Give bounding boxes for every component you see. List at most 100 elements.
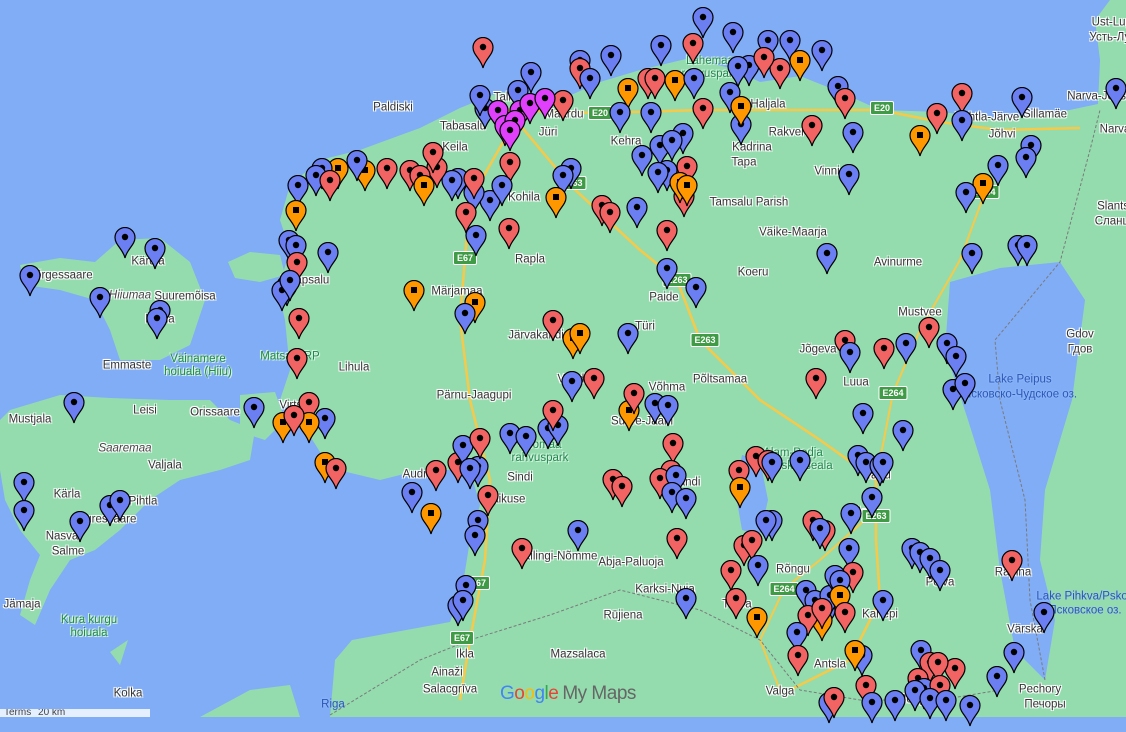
blue-map-marker-icon[interactable] xyxy=(892,419,914,452)
red-map-marker-icon[interactable] xyxy=(511,537,533,570)
orange-map-marker-icon[interactable] xyxy=(403,279,425,312)
blue-map-marker-icon[interactable] xyxy=(852,402,874,435)
red-map-marker-icon[interactable] xyxy=(623,382,645,415)
blue-map-marker-icon[interactable] xyxy=(840,502,862,535)
blue-map-marker-icon[interactable] xyxy=(479,189,501,222)
red-map-marker-icon[interactable] xyxy=(463,167,485,200)
blue-map-marker-icon[interactable] xyxy=(657,394,679,427)
orange-map-marker-icon[interactable] xyxy=(545,186,567,219)
red-map-marker-icon[interactable] xyxy=(288,307,310,340)
blue-map-marker-icon[interactable] xyxy=(955,181,977,214)
blue-map-marker-icon[interactable] xyxy=(243,396,265,429)
blue-map-marker-icon[interactable] xyxy=(1016,234,1038,267)
red-map-marker-icon[interactable] xyxy=(472,36,494,69)
orange-map-marker-icon[interactable] xyxy=(730,95,752,128)
red-map-marker-icon[interactable] xyxy=(834,601,856,634)
blue-map-marker-icon[interactable] xyxy=(146,307,168,340)
red-map-marker-icon[interactable] xyxy=(477,484,499,517)
blue-map-marker-icon[interactable] xyxy=(89,286,111,319)
red-map-marker-icon[interactable] xyxy=(286,347,308,380)
blue-map-marker-icon[interactable] xyxy=(661,129,683,162)
red-map-marker-icon[interactable] xyxy=(552,89,574,122)
red-map-marker-icon[interactable] xyxy=(499,151,521,184)
orange-map-marker-icon[interactable] xyxy=(789,49,811,82)
blue-map-marker-icon[interactable] xyxy=(951,109,973,142)
blue-map-marker-icon[interactable] xyxy=(491,174,513,207)
orange-map-marker-icon[interactable] xyxy=(298,411,320,444)
red-map-marker-icon[interactable] xyxy=(725,587,747,620)
blue-map-marker-icon[interactable] xyxy=(789,449,811,482)
blue-map-marker-icon[interactable] xyxy=(761,451,783,484)
blue-map-marker-icon[interactable] xyxy=(884,689,906,722)
orange-map-marker-icon[interactable] xyxy=(569,322,591,355)
red-map-marker-icon[interactable] xyxy=(769,57,791,90)
blue-map-marker-icon[interactable] xyxy=(19,264,41,297)
red-map-marker-icon[interactable] xyxy=(918,316,940,349)
blue-map-marker-icon[interactable] xyxy=(650,34,672,67)
blue-map-marker-icon[interactable] xyxy=(987,154,1009,187)
red-map-marker-icon[interactable] xyxy=(425,459,447,492)
blue-map-marker-icon[interactable] xyxy=(454,302,476,335)
blue-map-marker-icon[interactable] xyxy=(954,372,976,405)
blue-map-marker-icon[interactable] xyxy=(520,61,542,94)
orange-map-marker-icon[interactable] xyxy=(285,199,307,232)
blue-map-marker-icon[interactable] xyxy=(747,554,769,587)
red-map-marker-icon[interactable] xyxy=(469,427,491,460)
red-map-marker-icon[interactable] xyxy=(805,367,827,400)
red-map-marker-icon[interactable] xyxy=(325,457,347,490)
orange-map-marker-icon[interactable] xyxy=(676,174,698,207)
red-map-marker-icon[interactable] xyxy=(682,32,704,65)
blue-map-marker-icon[interactable] xyxy=(692,6,714,39)
blue-map-marker-icon[interactable] xyxy=(786,621,808,654)
blue-map-marker-icon[interactable] xyxy=(1033,601,1055,634)
blue-map-marker-icon[interactable] xyxy=(945,345,967,378)
blue-map-marker-icon[interactable] xyxy=(515,425,537,458)
blue-map-marker-icon[interactable] xyxy=(919,687,941,720)
red-map-marker-icon[interactable] xyxy=(741,529,763,562)
red-map-marker-icon[interactable] xyxy=(656,219,678,252)
blue-map-marker-icon[interactable] xyxy=(567,519,589,552)
blue-map-marker-icon[interactable] xyxy=(809,517,831,550)
orange-map-marker-icon[interactable] xyxy=(844,639,866,672)
red-map-marker-icon[interactable] xyxy=(692,97,714,130)
blue-map-marker-icon[interactable] xyxy=(872,589,894,622)
blue-map-marker-icon[interactable] xyxy=(317,241,339,274)
blue-map-marker-icon[interactable] xyxy=(685,276,707,309)
magenta-map-marker-icon[interactable] xyxy=(534,87,556,120)
red-map-marker-icon[interactable] xyxy=(542,309,564,342)
orange-map-marker-icon[interactable] xyxy=(664,69,686,102)
blue-map-marker-icon[interactable] xyxy=(441,169,463,202)
red-map-marker-icon[interactable] xyxy=(662,432,684,465)
blue-map-marker-icon[interactable] xyxy=(617,322,639,355)
red-map-marker-icon[interactable] xyxy=(583,367,605,400)
blue-map-marker-icon[interactable] xyxy=(287,174,309,207)
red-map-marker-icon[interactable] xyxy=(283,404,305,437)
terms-link[interactable]: Terms xyxy=(4,709,32,717)
red-map-marker-icon[interactable] xyxy=(823,686,845,719)
blue-map-marker-icon[interactable] xyxy=(872,451,894,484)
blue-map-marker-icon[interactable] xyxy=(722,21,744,54)
blue-map-marker-icon[interactable] xyxy=(109,489,131,522)
blue-map-marker-icon[interactable] xyxy=(755,509,777,542)
blue-map-marker-icon[interactable] xyxy=(929,559,951,592)
blue-map-marker-icon[interactable] xyxy=(552,164,574,197)
red-map-marker-icon[interactable] xyxy=(944,657,966,690)
red-map-marker-icon[interactable] xyxy=(644,67,666,100)
orange-map-marker-icon[interactable] xyxy=(729,476,751,509)
blue-map-marker-icon[interactable] xyxy=(279,269,301,302)
blue-map-marker-icon[interactable] xyxy=(452,589,474,622)
blue-map-marker-icon[interactable] xyxy=(656,257,678,290)
red-map-marker-icon[interactable] xyxy=(666,527,688,560)
blue-map-marker-icon[interactable] xyxy=(346,149,368,182)
red-map-marker-icon[interactable] xyxy=(1001,549,1023,582)
blue-map-marker-icon[interactable] xyxy=(631,144,653,177)
red-map-marker-icon[interactable] xyxy=(787,644,809,677)
red-map-marker-icon[interactable] xyxy=(927,651,949,684)
blue-map-marker-icon[interactable] xyxy=(561,370,583,403)
blue-map-marker-icon[interactable] xyxy=(1003,641,1025,674)
blue-map-marker-icon[interactable] xyxy=(959,694,981,727)
blue-map-marker-icon[interactable] xyxy=(452,434,474,467)
red-map-marker-icon[interactable] xyxy=(811,597,833,630)
red-map-marker-icon[interactable] xyxy=(498,217,520,250)
blue-map-marker-icon[interactable] xyxy=(861,486,883,519)
